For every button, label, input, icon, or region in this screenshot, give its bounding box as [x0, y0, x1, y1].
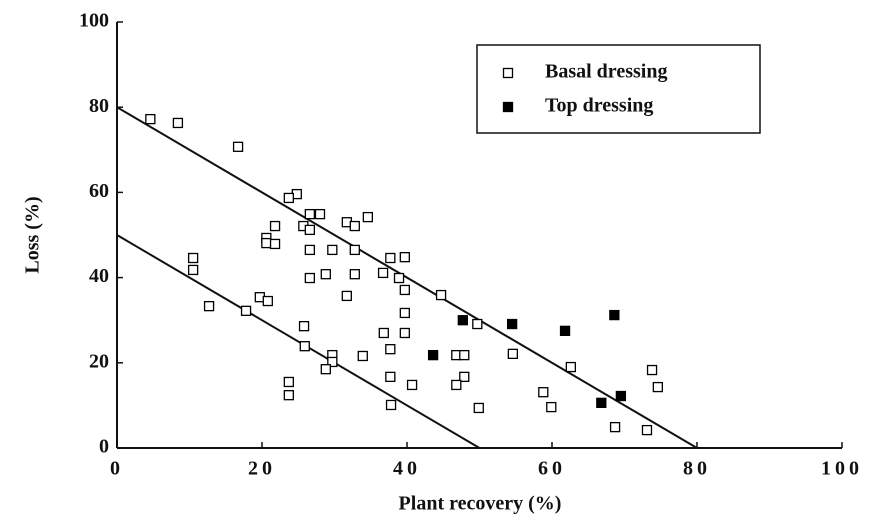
point	[506, 318, 518, 330]
point	[304, 244, 316, 256]
regression-line	[116, 234, 481, 449]
point	[349, 220, 360, 232]
point	[283, 376, 294, 388]
x-tick-label: 40	[393, 458, 421, 480]
point	[299, 341, 310, 352]
point	[451, 379, 462, 391]
x-tick-label: 0	[110, 458, 124, 480]
y-axis-label: Loss (%)	[22, 196, 44, 273]
point	[320, 269, 331, 280]
point	[378, 327, 389, 339]
point	[385, 252, 396, 264]
point	[269, 238, 281, 250]
x-tick-label: 20	[248, 458, 276, 480]
point	[459, 349, 470, 361]
point	[615, 390, 627, 402]
point	[538, 387, 549, 398]
point	[457, 315, 468, 326]
x-tick-label: 60	[538, 458, 566, 480]
point	[262, 295, 273, 307]
point	[304, 224, 316, 236]
x-tick-label: 100	[821, 458, 863, 480]
point	[399, 327, 410, 339]
point	[172, 117, 184, 129]
point	[357, 350, 368, 362]
point	[399, 284, 410, 296]
point	[652, 381, 663, 393]
point	[596, 397, 607, 408]
point	[646, 364, 658, 376]
point	[406, 379, 418, 391]
point	[145, 113, 156, 125]
legend-marker	[502, 67, 514, 79]
point	[377, 267, 389, 279]
point	[473, 402, 484, 414]
point	[385, 371, 396, 383]
point	[559, 325, 571, 337]
point	[349, 269, 360, 280]
point	[459, 371, 470, 383]
y-tick-label: 0	[99, 436, 109, 458]
point	[269, 220, 281, 232]
point	[327, 244, 338, 256]
point	[341, 290, 352, 302]
point	[304, 208, 316, 220]
point	[472, 318, 483, 330]
x-tick-label: 80	[683, 458, 711, 480]
point	[349, 244, 360, 256]
point	[565, 361, 576, 373]
legend-label: Top dressing	[545, 95, 653, 117]
y-tick-label: 60	[89, 180, 109, 202]
point	[427, 349, 439, 361]
point	[298, 321, 310, 332]
point	[385, 344, 396, 355]
point	[385, 399, 397, 411]
point	[283, 192, 294, 204]
point	[261, 237, 272, 249]
point	[399, 252, 410, 263]
point	[435, 289, 447, 301]
point	[609, 309, 620, 321]
point	[399, 307, 410, 319]
legend-label: Basal dressing	[545, 61, 667, 83]
point	[393, 272, 405, 284]
point	[203, 300, 215, 312]
point	[187, 264, 199, 276]
y-tick-label: 20	[89, 350, 109, 372]
point	[304, 272, 316, 284]
point	[320, 364, 331, 375]
x-axis-label: Plant recovery (%)	[399, 493, 562, 515]
point	[641, 424, 653, 436]
point	[507, 348, 519, 360]
legend-marker	[502, 101, 514, 113]
point	[362, 211, 374, 223]
y-tick-label: 40	[89, 265, 109, 287]
point	[232, 141, 244, 152]
point	[314, 208, 326, 220]
y-tick-label: 100	[79, 10, 109, 32]
point	[283, 390, 294, 401]
point	[327, 356, 338, 368]
point	[609, 421, 621, 433]
point	[240, 305, 252, 316]
legend-box	[476, 44, 761, 134]
y-tick-label: 80	[89, 95, 109, 117]
point	[187, 252, 199, 264]
point	[546, 401, 557, 413]
regression-line	[116, 106, 698, 449]
